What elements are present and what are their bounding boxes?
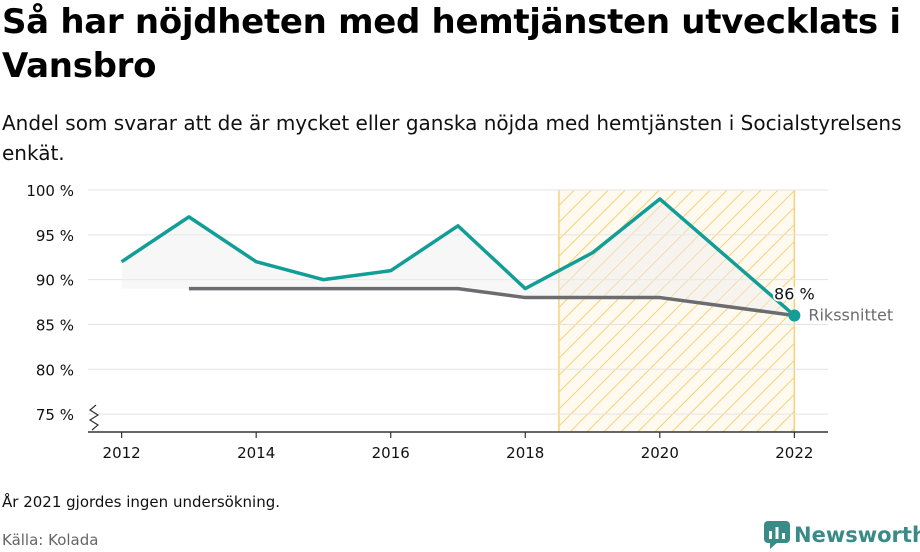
- y-tick-label: 95 %: [36, 227, 74, 245]
- national-series-label: Rikssnittet: [808, 305, 893, 324]
- chart-title: Så har nöjdheten med hemtjänsten utveckl…: [2, 2, 901, 86]
- x-tick-label: 2018: [506, 444, 544, 462]
- axis-break-mark: [88, 404, 100, 431]
- source-label: Källa: Kolada: [2, 531, 99, 549]
- chart-bubble-icon: [764, 521, 790, 549]
- end-value-label: 86 %: [774, 284, 815, 303]
- brand-name: Newsworthy: [794, 523, 920, 547]
- y-tick-label: 75 %: [36, 406, 74, 424]
- x-tick-label: 2016: [372, 444, 410, 462]
- chart-subtitle: Andel som svarar att de är mycket eller …: [2, 111, 902, 165]
- footnote: År 2021 gjordes ingen undersökning.: [2, 493, 281, 511]
- y-tick-label: 85 %: [36, 316, 74, 334]
- y-tick-label: 100 %: [26, 182, 74, 200]
- vansbro-line: [120, 197, 796, 317]
- newsworthy-logo: Newsworthy: [764, 520, 920, 550]
- x-tick-label: 2022: [775, 444, 813, 462]
- x-tick-label: 2020: [641, 444, 679, 462]
- y-tick-label: 80 %: [36, 361, 74, 379]
- x-tick-label: 2014: [237, 444, 275, 462]
- x-tick-label: 2012: [103, 444, 141, 462]
- end-point-marker: [788, 309, 801, 322]
- national-average-line: [188, 286, 795, 318]
- line-chart: 75 % 80 % 85 % 90 % 95 % 100 % 2012 2014 2016 201…: [26, 182, 894, 462]
- difference-area: [121, 198, 795, 316]
- y-tick-label: 90 %: [36, 272, 74, 290]
